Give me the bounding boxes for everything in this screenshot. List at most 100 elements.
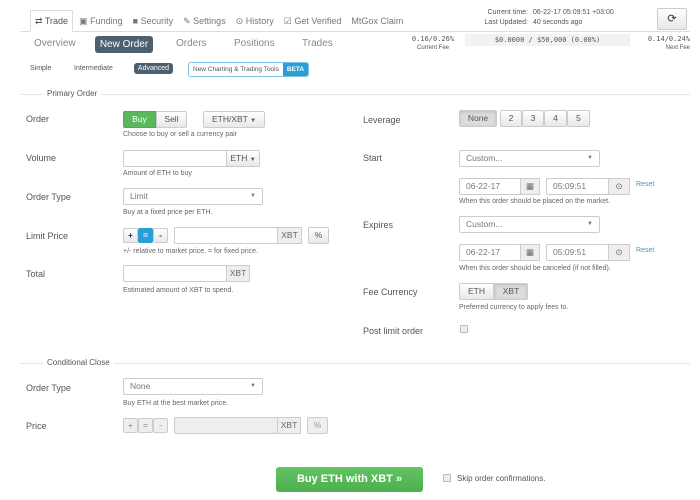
limit-price-input[interactable]: [174, 227, 278, 244]
start-reset-link[interactable]: Reset: [636, 181, 655, 188]
conditional-type-label: Order Type: [26, 383, 71, 393]
clock-icon[interactable]: ⊙: [608, 178, 630, 195]
order-type-select[interactable]: Limit ▼: [123, 188, 263, 205]
pair-dropdown[interactable]: ETH/XBT ▼: [203, 111, 265, 128]
clock-icon: ⊙: [235, 16, 244, 26]
next-fee-label: Next Fee: [665, 45, 690, 51]
expires-date-input[interactable]: 06-22-17: [459, 244, 521, 261]
caret-down-icon: ▼: [249, 157, 256, 163]
wrench-icon: ✎: [183, 16, 191, 26]
expires-time-input[interactable]: 05:09:51: [546, 244, 609, 261]
order-type-label: Order Type: [26, 192, 71, 202]
fee-currency-xbt[interactable]: XBT: [494, 283, 528, 300]
volume-help: Amount of ETH to buy: [123, 170, 192, 177]
order-help: Choose to buy or sell a currency pair: [123, 131, 237, 138]
percent-button[interactable]: %: [308, 227, 329, 244]
tab-trade[interactable]: ⇄ Trade: [30, 10, 74, 32]
calendar-icon[interactable]: ▦: [520, 178, 540, 195]
start-help: When this order should be placed on the …: [459, 198, 610, 205]
volume-label: Volume: [26, 153, 57, 163]
leverage-none[interactable]: None: [459, 110, 497, 127]
caret-down-icon: ▼: [587, 221, 593, 227]
caret-down-icon: ▼: [250, 383, 256, 389]
mode-intermediate[interactable]: Intermediate: [74, 65, 113, 72]
calendar-icon[interactable]: ▦: [520, 244, 540, 261]
conditional-price-unit: XBT: [277, 417, 301, 434]
beta-badge: BETA: [282, 63, 309, 76]
subtab-orders[interactable]: Orders: [176, 38, 207, 49]
fee-currency-help: Preferred currency to apply fees to.: [459, 304, 569, 311]
sell-button[interactable]: Sell: [156, 111, 187, 128]
subtab-new-order[interactable]: New Order: [95, 36, 153, 53]
buy-button[interactable]: Buy: [123, 111, 156, 128]
leverage-label: Leverage: [363, 115, 401, 125]
last-updated-label: Last Updated:: [484, 19, 528, 26]
limit-price-help: +/- relative to market price, = for fixe…: [123, 248, 258, 255]
tab-history[interactable]: ⊙ History: [235, 16, 274, 26]
tab-mtgox-claim[interactable]: MtGox Claim: [351, 16, 404, 26]
mode-simple[interactable]: Simple: [30, 65, 52, 72]
conditional-minus-button[interactable]: -: [153, 418, 168, 433]
caret-down-icon: ▼: [250, 118, 257, 124]
expires-select[interactable]: Custom... ▼: [459, 216, 600, 233]
relative-minus-button[interactable]: -: [153, 228, 168, 243]
subtab-positions[interactable]: Positions: [234, 38, 275, 49]
top-tabs: ⇄ Trade ▣ Funding ■ Security ✎ Settings …: [30, 10, 407, 32]
caret-down-icon: ▼: [250, 193, 256, 199]
conditional-price-label: Price: [26, 421, 47, 431]
tab-funding[interactable]: ▣ Funding: [79, 16, 123, 26]
exchange-icon: ⇄: [35, 16, 43, 26]
fee-currency-eth[interactable]: ETH: [459, 283, 494, 300]
check-square-icon: ☑: [283, 16, 292, 26]
subtab-trades[interactable]: Trades: [302, 38, 333, 49]
conditional-type-select[interactable]: None ▼: [123, 378, 263, 395]
caret-down-icon: ▼: [587, 155, 593, 161]
conditional-plus-button[interactable]: +: [123, 418, 138, 433]
skip-confirmations-checkbox[interactable]: [443, 474, 451, 482]
conditional-percent-button[interactable]: %: [307, 417, 328, 434]
start-time-input[interactable]: 05:09:51: [546, 178, 609, 195]
charting-tools-link[interactable]: New Charting & Trading Tools BETA: [188, 62, 310, 77]
expires-label: Expires: [363, 220, 394, 230]
current-fee-label: Current Fee: [416, 45, 449, 51]
conditional-price-input[interactable]: [174, 417, 278, 434]
volume-unit-dropdown[interactable]: ETH ▼: [226, 150, 260, 167]
expires-reset-link[interactable]: Reset: [636, 247, 655, 254]
post-limit-checkbox[interactable]: [460, 325, 468, 333]
tab-settings[interactable]: ✎ Settings: [183, 16, 226, 26]
conditional-equals-button[interactable]: =: [138, 418, 153, 433]
tab-security[interactable]: ■ Security: [132, 16, 174, 26]
refresh-icon: ⟳: [667, 13, 677, 25]
volume-input[interactable]: [123, 150, 227, 167]
start-label: Start: [363, 153, 383, 163]
current-time-label: Current time:: [487, 9, 528, 16]
next-fee: 0.14/0.24%: [647, 35, 690, 43]
start-select[interactable]: Custom... ▼: [459, 150, 600, 167]
last-updated: 40 seconds ago: [533, 19, 583, 26]
mode-advanced[interactable]: Advanced: [134, 63, 173, 74]
skip-confirmations-label: Skip order confirmations.: [457, 474, 546, 483]
leverage-5[interactable]: 5: [567, 110, 590, 127]
refresh-button[interactable]: ⟳: [657, 8, 687, 30]
total-help: Estimated amount of XBT to spend.: [123, 287, 234, 294]
leverage-3[interactable]: 3: [522, 110, 544, 127]
current-fee: 0.16/0.26%: [411, 35, 455, 43]
post-limit-label: Post limit order: [363, 326, 424, 336]
expires-help: When this order should be canceled (if n…: [459, 265, 611, 272]
subtab-overview[interactable]: Overview: [34, 38, 76, 49]
tab-get-verified[interactable]: ☑ Get Verified: [283, 16, 342, 26]
fee-currency-label: Fee Currency: [363, 287, 418, 297]
money-icon: ▣: [79, 16, 88, 26]
fixed-equals-button[interactable]: =: [138, 228, 153, 243]
submit-order-button[interactable]: Buy ETH with XBT »: [276, 467, 423, 492]
relative-plus-button[interactable]: +: [123, 228, 138, 243]
conditional-close-legend: Conditional Close: [43, 358, 114, 367]
clock-icon[interactable]: ⊙: [608, 244, 630, 261]
leverage-2[interactable]: 2: [500, 110, 522, 127]
conditional-type-help: Buy ETH at the best market price.: [123, 400, 229, 407]
total-input[interactable]: [123, 265, 227, 282]
primary-order-legend: Primary Order: [43, 89, 102, 98]
order-label: Order: [26, 114, 50, 124]
start-date-input[interactable]: 06-22-17: [459, 178, 521, 195]
leverage-4[interactable]: 4: [544, 110, 567, 127]
